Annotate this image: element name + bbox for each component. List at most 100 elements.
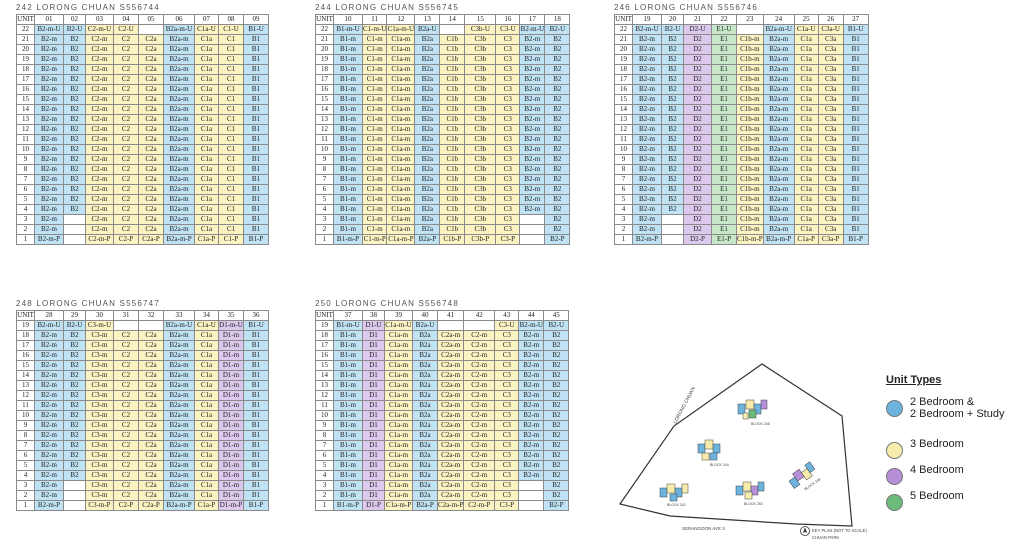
unit-cell: B2a-m — [163, 410, 195, 421]
floor-row: 1 B1-m-P C1-m-P C1a-m-P B2a-P C1b-P C3b-P C3-P B… — [315, 234, 571, 245]
unit-cell: C2-m — [463, 390, 496, 401]
floor-row: 18 B2-m B2 C2-m C2 C2a B2a-m C1a C1 B1 — [16, 64, 269, 75]
unit-cell: C3 — [494, 480, 520, 491]
floor-row: 21 B2-m B2 C2-m C2 C2a B2a-m C1a C1 B1 — [16, 34, 269, 45]
unit-column-header: 10 — [333, 14, 363, 25]
unit-cell: B2a-m — [163, 34, 195, 45]
floor-row: 3 B1-m D1 C1a-m B2a C2a-m C2-m C3 B2 — [315, 480, 570, 491]
floor-row: 16 B2-m B2 C3-m C2 C2a B2a-m C1a D1-m B1 — [16, 350, 269, 361]
unit-cell: B2-m-U — [518, 320, 545, 331]
unit-cell: B2 — [63, 114, 86, 125]
floor-row: 3 B1-m C1-m C1a-m B2a C1b C3b C3 B2 — [315, 214, 571, 225]
unit-cell: B2 — [63, 400, 86, 411]
floor-number: 1 — [16, 234, 35, 245]
compass-icon — [800, 526, 810, 536]
floor-number: 17 — [614, 74, 633, 85]
unit-cell: B2 — [543, 360, 570, 371]
unit-cell: C1b-m — [736, 34, 764, 45]
unit-cell: B2-U — [661, 24, 684, 35]
block-title: 242 LORONG CHUAN S556744 — [16, 3, 160, 12]
unit-cell: B2 — [543, 350, 570, 361]
unit-cell: C1b — [439, 34, 466, 45]
unit-cell: B2-m — [632, 184, 662, 195]
floor-row: 4 B2-m B2 D2 E1 C1b-m B2a-m C1a C3a B1 — [614, 204, 869, 215]
unit-cell: C2a-m — [436, 460, 465, 471]
unit-cell: C1a-m-U — [384, 320, 413, 331]
floor-row: 1 B1-m-P D1-P C1a-m-P B2a-P C2a-m-P C2-m-P C3-P… — [315, 500, 570, 511]
floor-row: 6 B1-m C1-m C1a-m B2a C1b C3b C3 B2-m B2 — [315, 184, 571, 195]
unit-cell: B2 — [661, 124, 684, 135]
unit-cell: C2a-m — [436, 490, 465, 501]
floor-number: 18 — [614, 64, 633, 75]
unit-cell: C1a-m — [386, 44, 416, 55]
unit-cell: B1-m-U — [333, 320, 363, 331]
unit-cell: C3-U — [495, 24, 521, 35]
floor-row: 17 B1-m D1 C1a-m B2a C2a-m C2-m C3 B2-m B2 — [315, 340, 570, 351]
unit-cell: B1 — [842, 214, 869, 225]
unit-cell: C2 — [113, 430, 139, 441]
unit-cell: C3b — [464, 124, 497, 135]
floor-row: 5 B2-m B2 C3-m C2 C2a B2a-m C1a D1-m B1 — [16, 460, 269, 471]
unit-cell: B2 — [63, 410, 86, 421]
unit-cell: C3 — [495, 94, 521, 105]
unit-cell: C2-m — [463, 410, 496, 421]
unit-cell: B2-m — [632, 44, 662, 55]
unit-cell: C2a — [138, 390, 164, 401]
unit-cell: C2-m — [463, 490, 496, 501]
unit-cell: B2-m — [34, 134, 64, 145]
unit-cell: C1b — [439, 224, 466, 235]
legend-label: 5 Bedroom — [910, 490, 964, 502]
floor-number: 20 — [315, 44, 334, 55]
unit-cell: C1-m — [361, 134, 388, 145]
unit-cell: C2 — [113, 44, 139, 55]
unit-cell: C3b — [464, 74, 497, 85]
unit-cell: C2a-m — [436, 410, 465, 421]
unit-cell: B2a — [414, 184, 441, 195]
unit-cell: B2 — [63, 370, 86, 381]
unit-cell: B2-m — [34, 460, 64, 471]
unit-cell: B2a-m-P — [163, 500, 195, 511]
unit-cell: C1 — [218, 134, 244, 145]
unit-cell: E1 — [711, 204, 737, 215]
unit-cell: B2a — [414, 84, 441, 95]
floor-number: 3 — [16, 214, 35, 225]
unit-cell: B2-m — [632, 154, 662, 165]
floor-number: 7 — [315, 174, 334, 185]
unit-cell: B1 — [842, 64, 869, 75]
unit-cell: C3a — [817, 44, 844, 55]
floor-row: 17 B1-m C1-m C1a-m B2a C1b C3b C3 B2-m B2 — [315, 74, 571, 85]
unit-cell: B2a — [412, 390, 438, 401]
unit-cell: C1a — [793, 214, 819, 225]
unit-cell: B1 — [243, 124, 269, 135]
unit-cell: B2 — [544, 124, 571, 135]
floor-row: 15 B1-m D1 C1a-m B2a C2a-m C2-m C3 B2-m B2 — [315, 360, 570, 371]
unit-cell: C3a — [817, 54, 844, 65]
floor-number: 14 — [16, 370, 35, 381]
unit-cell: B2-m — [34, 54, 64, 65]
unit-cell: C1b-m — [736, 74, 764, 85]
unit-cell: D1-m — [218, 340, 244, 351]
floor-row: 8 B2-m B2 C2-m C2 C2a B2a-m C1a C1 B1 — [16, 164, 269, 175]
unit-cell: C3 — [494, 490, 520, 501]
unit-cell: C2 — [113, 470, 139, 481]
unit-cell: B2-m — [34, 490, 64, 501]
unit-cell: B2 — [63, 330, 86, 341]
unit-cell: B2a — [414, 164, 441, 175]
unit-cell: C1a — [194, 380, 219, 391]
floor-row: 1 B2-m-P D2-P E1-P C1b-m-P B2a-m-P C1a-P C3a-P B… — [614, 234, 869, 245]
unit-cell: C3 — [495, 194, 521, 205]
unit-cell: B2-m — [519, 194, 546, 205]
unit-cell: C1 — [218, 144, 244, 155]
unit-cell: B2 — [544, 74, 571, 85]
road-label-bottom: SERANGOON AVE 3 — [682, 526, 725, 531]
unit-cell: C3b — [464, 84, 497, 95]
unit-column-header: 38 — [362, 310, 385, 321]
unit-cell: C2a — [138, 370, 164, 381]
floor-number: 21 — [16, 34, 35, 45]
unit-cell: D2 — [683, 224, 712, 235]
unit-cell: B2a-m — [163, 390, 195, 401]
unit-cell: B2-m — [34, 94, 64, 105]
floor-number: 19 — [315, 54, 334, 65]
floor-row: 17 B2-m B2 C2-m C2 C2a B2a-m C1a C1 B1 — [16, 74, 269, 85]
unit-cell: B2a-P — [414, 234, 441, 245]
